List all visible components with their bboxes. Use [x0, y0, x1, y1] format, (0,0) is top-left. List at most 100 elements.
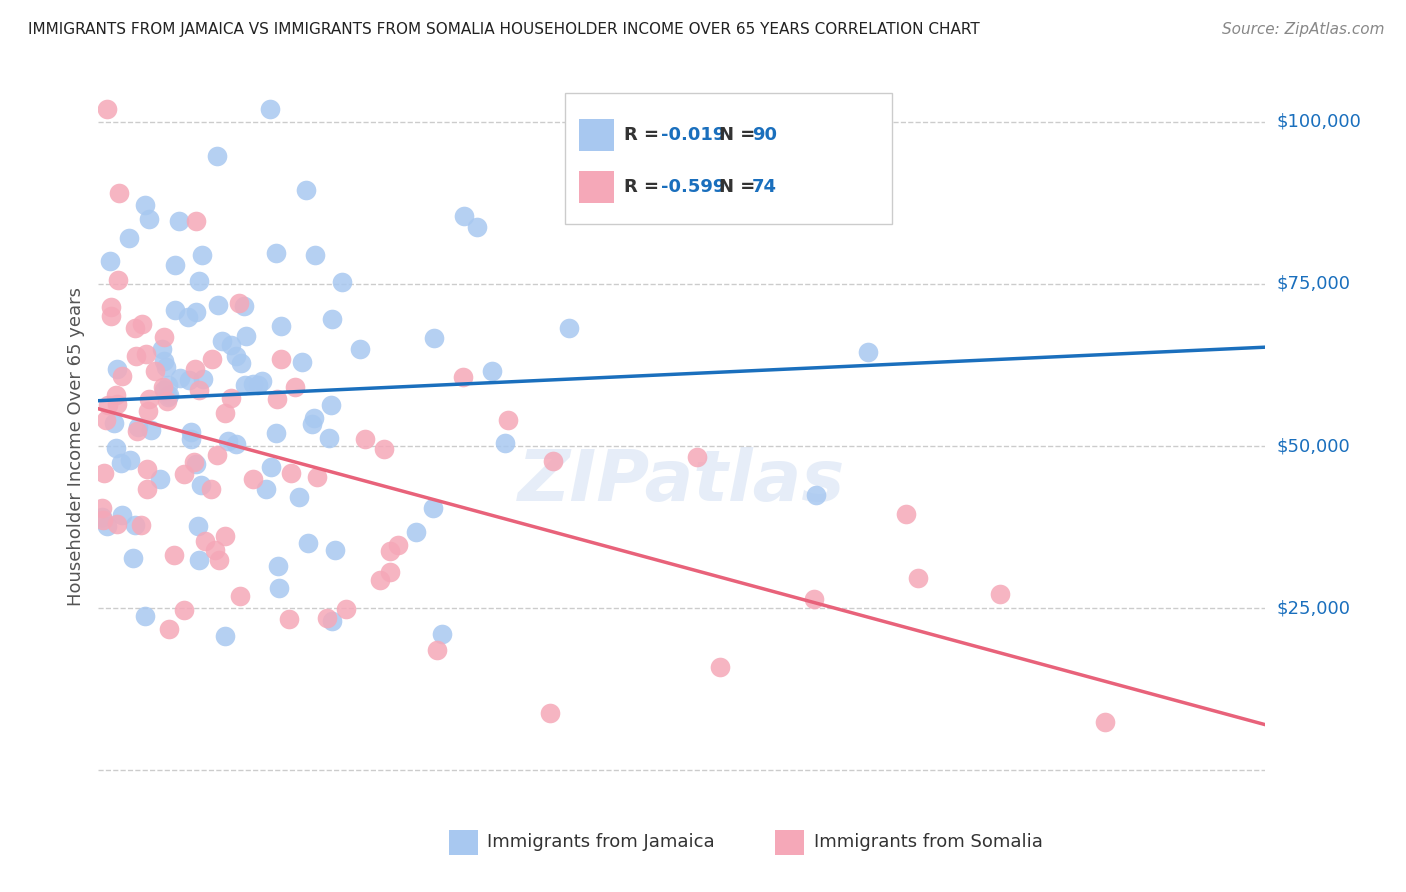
Point	[538, 706, 561, 720]
Point	[153, 354, 176, 368]
Point	[91, 501, 114, 516]
Point	[266, 558, 288, 573]
Point	[270, 318, 292, 333]
Point	[188, 552, 211, 566]
Point	[254, 482, 277, 496]
Point	[153, 383, 176, 397]
Point	[156, 394, 179, 409]
Point	[247, 378, 270, 392]
Point	[93, 466, 115, 480]
Point	[378, 565, 401, 579]
Point	[150, 343, 173, 357]
Point	[173, 467, 195, 481]
Point	[349, 342, 371, 356]
Point	[136, 482, 159, 496]
Point	[305, 469, 328, 483]
Point	[186, 457, 208, 471]
Point	[228, 296, 250, 310]
Point	[103, 416, 125, 430]
FancyBboxPatch shape	[579, 171, 614, 203]
Point	[232, 299, 254, 313]
Point	[163, 548, 186, 562]
Text: $50,000: $50,000	[1277, 437, 1350, 455]
Point	[107, 186, 129, 200]
Point	[96, 519, 118, 533]
Point	[134, 198, 156, 212]
Point	[135, 347, 157, 361]
Point	[204, 542, 226, 557]
Point	[134, 609, 156, 624]
Point	[318, 432, 340, 446]
Point	[373, 442, 395, 457]
Point	[231, 356, 253, 370]
Point	[325, 542, 347, 557]
Point	[242, 473, 264, 487]
Point	[149, 472, 172, 486]
Text: $25,000: $25,000	[1277, 599, 1351, 617]
Point	[297, 536, 319, 550]
Point	[107, 273, 129, 287]
Point	[207, 149, 229, 163]
Point	[426, 643, 449, 657]
Point	[111, 508, 134, 522]
Point	[152, 330, 174, 344]
Point	[214, 529, 236, 543]
Point	[295, 184, 318, 198]
Point	[125, 349, 148, 363]
Text: 90: 90	[752, 126, 778, 144]
Point	[266, 392, 288, 406]
Point	[278, 612, 301, 626]
Point	[190, 478, 212, 492]
Point	[430, 627, 453, 641]
Point	[194, 533, 217, 548]
Point	[856, 345, 879, 359]
Point	[907, 571, 929, 585]
Point	[129, 518, 152, 533]
Point	[100, 309, 122, 323]
Point	[183, 455, 205, 469]
Point	[207, 448, 229, 462]
Point	[143, 364, 166, 378]
Point	[301, 417, 323, 431]
Point	[1094, 714, 1116, 729]
Point	[157, 622, 180, 636]
Text: Source: ZipAtlas.com: Source: ZipAtlas.com	[1222, 22, 1385, 37]
Point	[214, 630, 236, 644]
Point	[157, 388, 180, 402]
Text: $100,000: $100,000	[1277, 112, 1361, 130]
Point	[105, 517, 128, 532]
Point	[453, 209, 475, 223]
Point	[96, 102, 118, 116]
Point	[91, 510, 114, 524]
Point	[804, 488, 827, 502]
Point	[494, 436, 516, 450]
Point	[242, 376, 264, 391]
Point	[803, 591, 825, 606]
Point	[217, 434, 239, 449]
Point	[96, 413, 118, 427]
FancyBboxPatch shape	[775, 830, 804, 855]
Point	[330, 275, 353, 289]
Point	[558, 320, 581, 334]
Point	[259, 102, 281, 116]
Point	[105, 397, 128, 411]
Text: Immigrants from Somalia: Immigrants from Somalia	[814, 833, 1043, 851]
Point	[163, 258, 186, 272]
Point	[188, 383, 211, 397]
Point	[481, 364, 503, 378]
Point	[124, 518, 146, 533]
Point	[190, 247, 212, 261]
Point	[100, 300, 122, 314]
Point	[138, 211, 160, 226]
Point	[169, 371, 191, 385]
Point	[111, 369, 134, 384]
Point	[186, 214, 208, 228]
Point	[188, 274, 211, 288]
Point	[193, 371, 215, 385]
Point	[280, 466, 302, 480]
Point	[187, 519, 209, 533]
Point	[131, 317, 153, 331]
Point	[288, 491, 311, 505]
Text: $75,000: $75,000	[1277, 275, 1351, 293]
Point	[221, 338, 243, 352]
